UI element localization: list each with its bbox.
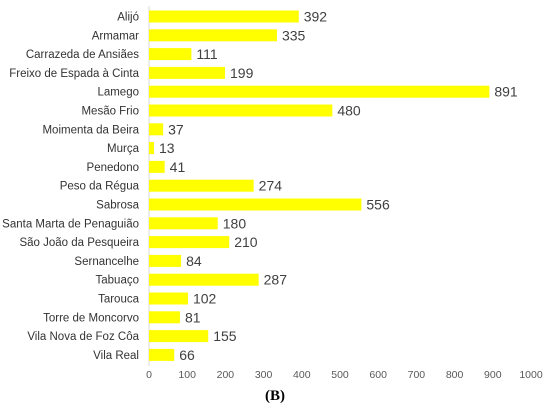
bar: [149, 104, 333, 117]
x-tick-label: 700: [408, 369, 426, 381]
category-label: Penedono: [87, 162, 139, 174]
category-label: Sernancelhe: [74, 256, 139, 268]
data-label: 37: [168, 121, 184, 137]
data-label: 199: [230, 65, 254, 81]
data-label: 155: [213, 328, 237, 344]
category-label: Lamego: [97, 87, 139, 99]
category-label: Moimenta da Beira: [42, 124, 139, 136]
data-label: 274: [259, 178, 283, 194]
bar: [149, 29, 277, 42]
data-label: 13: [159, 140, 175, 156]
data-label: 84: [186, 253, 202, 269]
x-tick-label: 800: [446, 369, 464, 381]
data-label: 480: [337, 103, 361, 119]
x-tick-label: 400: [293, 369, 311, 381]
data-label: 287: [264, 272, 288, 288]
data-label: 891: [494, 84, 518, 100]
bar: [149, 217, 218, 230]
category-label: Peso da Régua: [60, 181, 140, 193]
bar: [149, 348, 175, 361]
bar: [149, 48, 192, 61]
category-label: São João da Pesqueira: [19, 237, 139, 249]
bar: [149, 142, 154, 155]
bar: [149, 179, 254, 192]
bar: [149, 85, 490, 98]
category-label: Armamar: [92, 30, 139, 42]
category-label: Santa Marta de Penaguião: [2, 218, 139, 230]
data-label: 41: [170, 159, 186, 175]
category-label: Freixo de Espada à Cinta: [9, 68, 139, 80]
data-label: 556: [366, 197, 390, 213]
category-label: Vila Real: [93, 350, 139, 362]
data-label: 66: [179, 347, 195, 363]
bar: [149, 160, 165, 173]
category-label: Vila Nova de Foz Côa: [27, 331, 139, 343]
bar: [149, 198, 362, 211]
x-tick-label: 100: [178, 369, 196, 381]
data-label: 392: [304, 9, 328, 25]
category-label: Tabuaço: [96, 275, 139, 287]
category-label: Carrazeda de Ansiães: [26, 49, 139, 61]
bar: [149, 292, 188, 305]
bar: [149, 311, 180, 324]
data-label: 210: [234, 234, 258, 250]
panel-label: (B): [265, 388, 285, 404]
data-label: 335: [282, 27, 306, 43]
bar: [149, 254, 182, 267]
bar: [149, 330, 209, 343]
category-label: Sabrosa: [96, 200, 139, 212]
bar: [149, 236, 230, 249]
category-label: Alijó: [117, 12, 139, 24]
bar: [149, 123, 164, 136]
category-label: Tarouca: [98, 294, 140, 306]
x-tick-label: 500: [331, 369, 349, 381]
x-tick-label: 600: [369, 369, 387, 381]
bar: [149, 273, 259, 286]
x-tick-label: 300: [255, 369, 273, 381]
data-label: 111: [196, 46, 217, 62]
data-label: 102: [193, 291, 217, 307]
x-tick-label: 0: [146, 369, 152, 381]
category-label: Torre de Moncorvo: [43, 312, 139, 324]
x-tick-label: 900: [484, 369, 502, 381]
x-tick-label: 1000: [519, 369, 543, 381]
data-label: 180: [223, 215, 247, 231]
category-label: Mesão Frio: [81, 106, 139, 118]
bar: [149, 10, 299, 23]
bar: [149, 66, 226, 79]
data-label: 81: [185, 309, 201, 325]
x-tick-label: 200: [217, 369, 235, 381]
category-label: Murça: [107, 143, 140, 155]
